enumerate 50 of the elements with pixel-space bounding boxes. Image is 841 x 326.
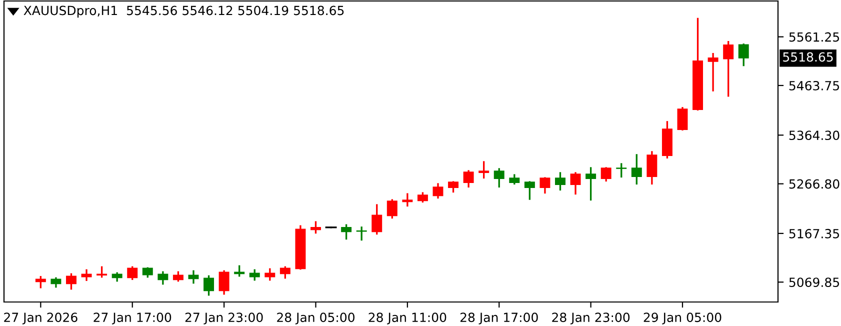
candlestick [402,193,413,207]
candlestick [463,170,474,188]
y-tick-label: 5167.35 [789,228,840,238]
x-tick-label: 29 Jan 05:00 [644,312,722,324]
candlestick [66,273,76,290]
candlestick [432,183,444,199]
candlestick [386,199,398,219]
candlestick [264,268,276,281]
y-tick-label: 5463.75 [789,80,840,90]
candlestick [524,181,535,200]
candlestick [677,107,688,130]
y-tick-label: 5266.80 [789,179,840,189]
x-tick-label: 28 Jan 05:00 [277,312,354,324]
candlestick [494,168,504,188]
candlestick [570,172,581,195]
candlestick [341,224,352,240]
candlestick [708,52,718,92]
x-tick-label: 27 Jan 23:00 [185,312,263,324]
candlestick [616,163,627,178]
candlestick [35,276,46,288]
candlestick [96,266,108,278]
candlestick [127,266,138,280]
candlestick [631,154,642,185]
candlestick [646,151,658,185]
candlestick [586,167,596,201]
candlestick [372,204,382,235]
x-tick-label: 28 Jan 23:00 [552,312,630,324]
candlestick [738,44,749,66]
y-tick-label: 5364.30 [789,130,840,140]
candlestick [448,181,459,193]
x-tick-label: 28 Jan 11:00 [368,312,446,324]
candlestick [478,161,490,179]
candlestick [540,177,550,194]
candlestick [249,269,260,281]
x-tick-label: 27 Jan 2026 [4,312,78,324]
candlestick [81,269,92,281]
candlestick [310,221,321,234]
candlestick [158,271,168,285]
chart-title: XAUUSDpro,H1 5545.56 5546.12 5504.19 5518.65 [24,6,344,18]
candlestick [723,40,734,97]
candlestick [555,172,566,191]
candlestick [204,275,214,296]
text: 5518.65 [783,52,833,62]
y-tick-label: 5069.85 [789,278,840,288]
candlestick [218,270,230,295]
candlestick [280,266,290,279]
candlestick [600,167,612,182]
y-tick-label: 5561.25 [789,32,840,42]
x-tick-label: 27 Jan 17:00 [94,312,172,324]
x-tick-label: 28 Jan 17:00 [460,312,538,324]
